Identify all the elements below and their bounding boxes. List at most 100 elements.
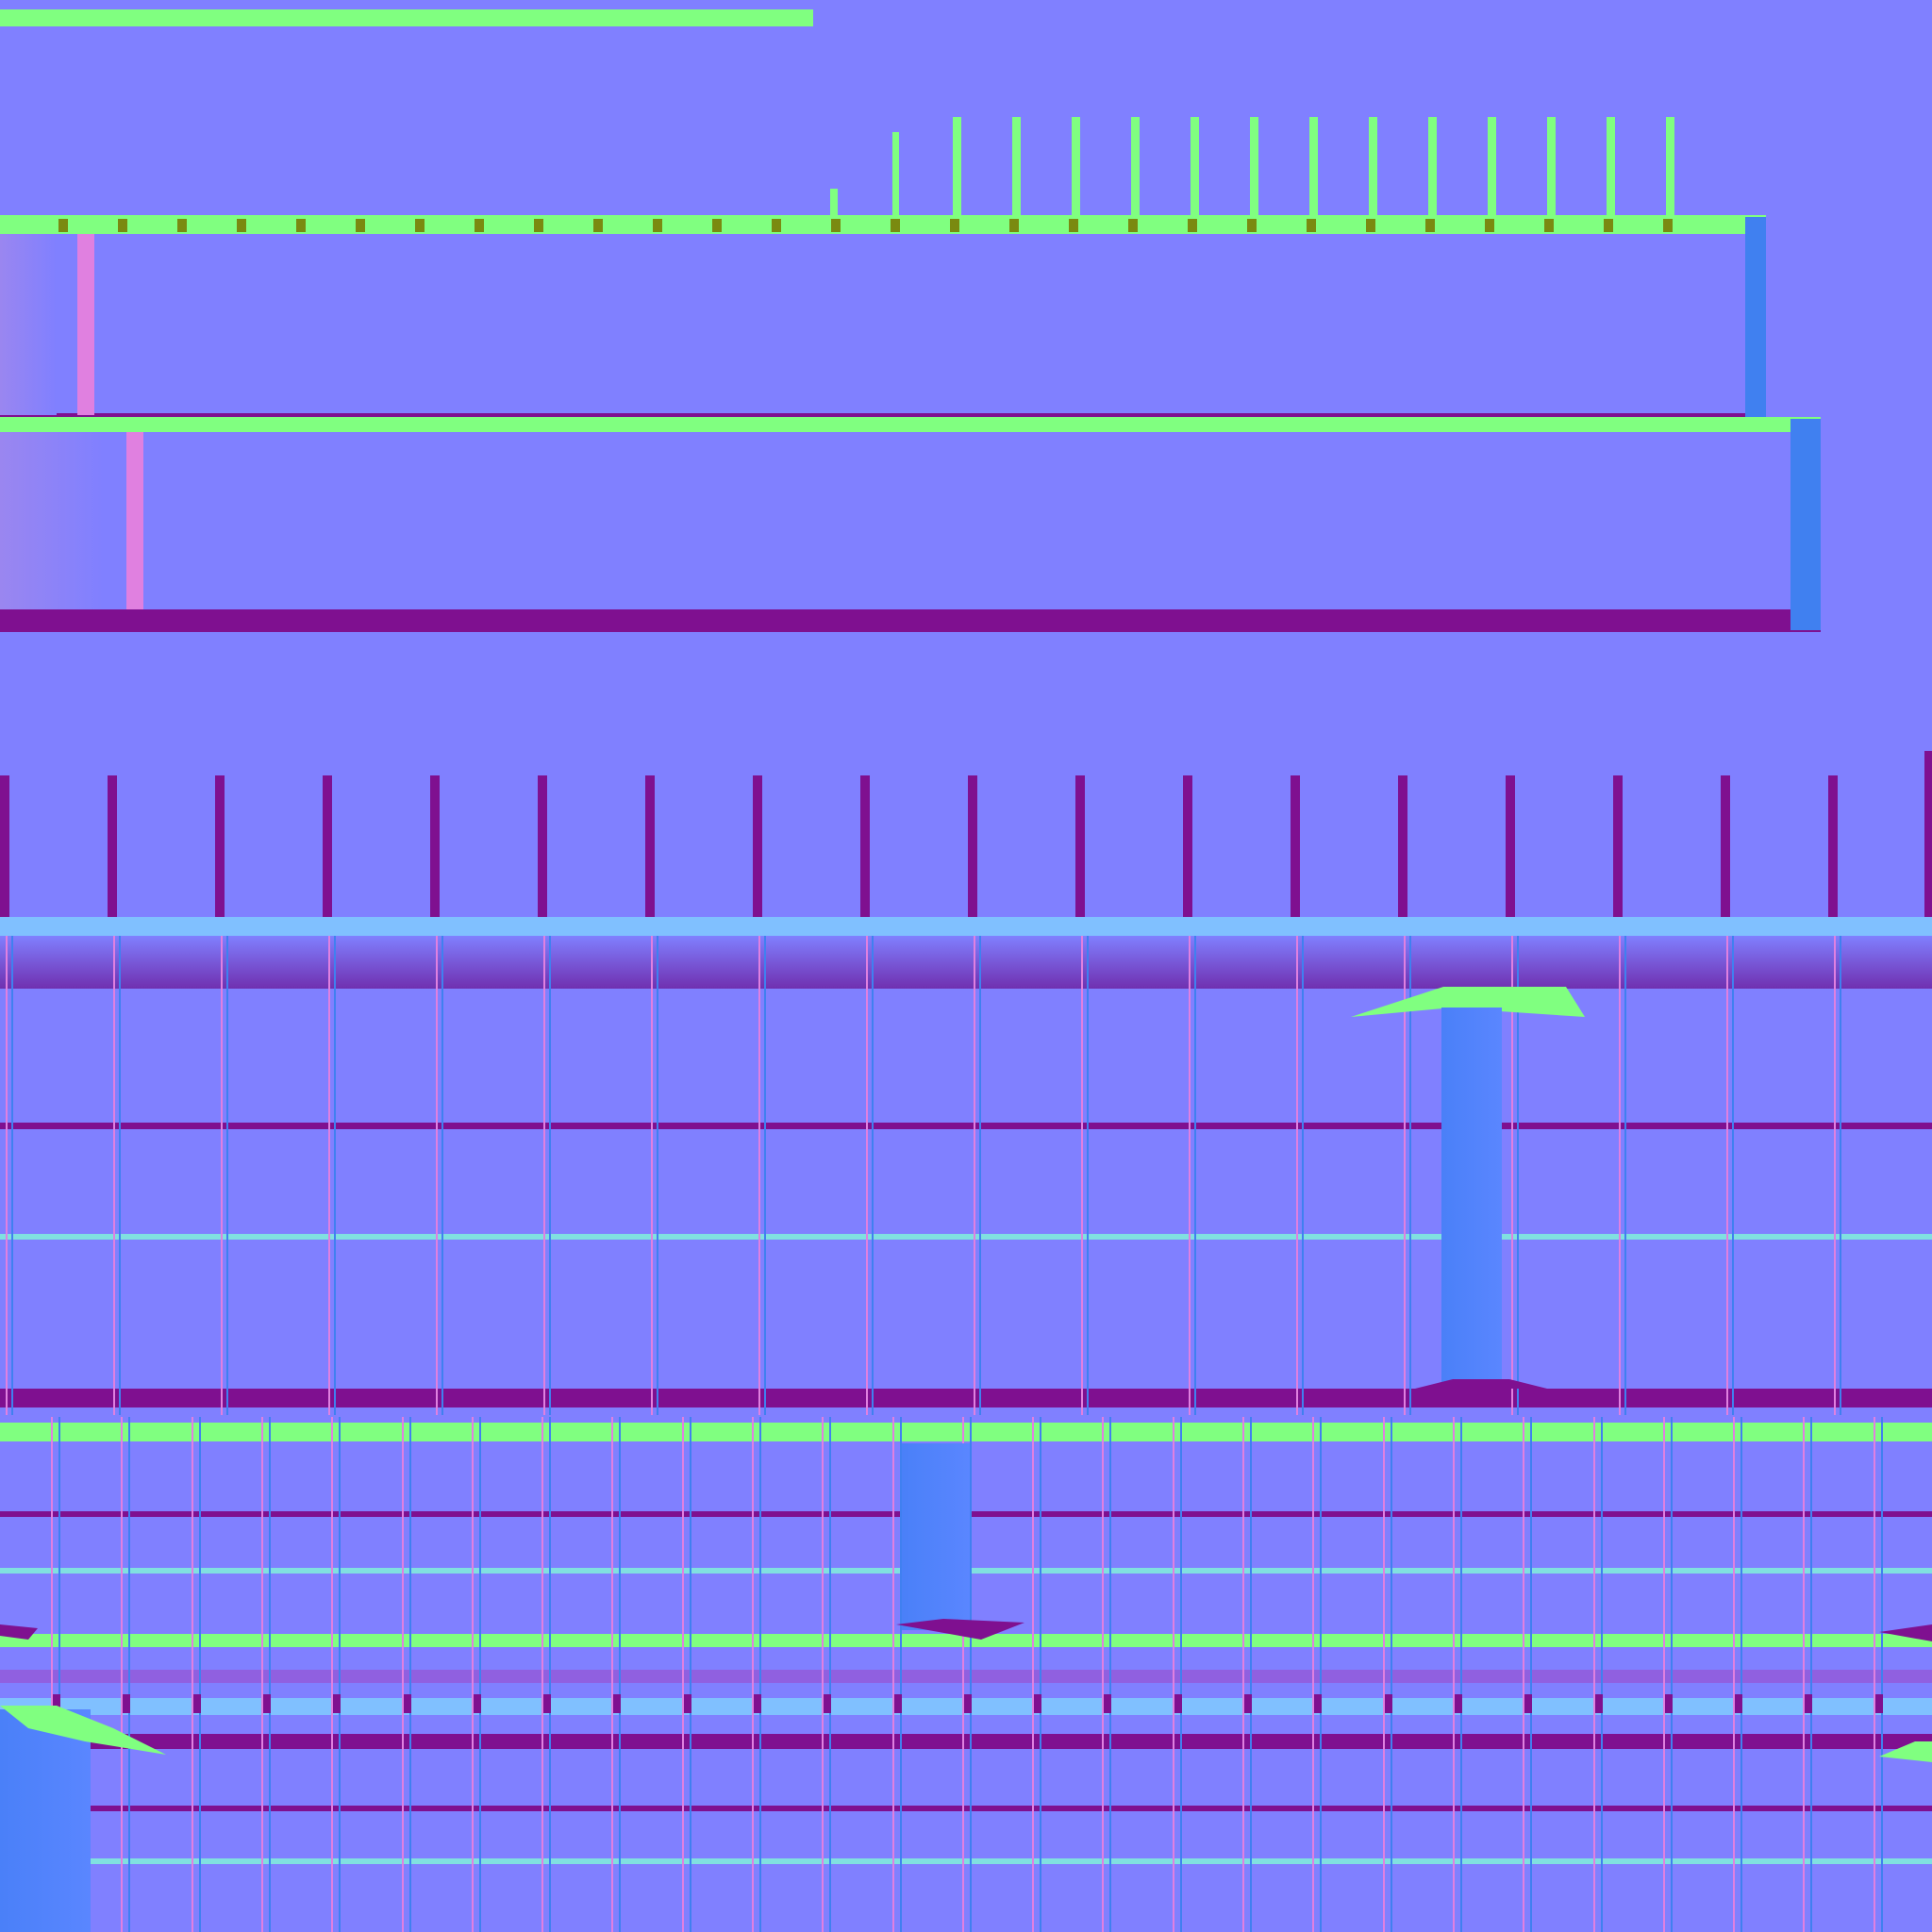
fence-stripe-blue bbox=[58, 1417, 60, 1932]
fence-stripe-blue bbox=[226, 936, 228, 1415]
comb-post bbox=[1721, 775, 1730, 936]
fence-stripe-blue bbox=[1840, 936, 1841, 1415]
picket-spikes bbox=[58, 117, 1674, 232]
fence-stripe-blue bbox=[334, 936, 336, 1415]
fence-stripe-blue bbox=[128, 1417, 130, 1932]
comb-post bbox=[538, 775, 547, 936]
fence-stripe-pink bbox=[121, 1417, 123, 1932]
lower-plank-bottom-edge bbox=[0, 609, 1821, 632]
fence-stripe-pink bbox=[1511, 936, 1513, 1415]
upper-plank-right-edge bbox=[1745, 217, 1766, 417]
fence-stripe-blue bbox=[1530, 1417, 1532, 1932]
fence-notch bbox=[684, 1694, 691, 1713]
fence-notch bbox=[1174, 1694, 1182, 1713]
fence-notch bbox=[1805, 1694, 1812, 1713]
plank-notch bbox=[237, 219, 246, 232]
lower-plank-top-edge bbox=[0, 417, 1821, 432]
picket-spike bbox=[1072, 117, 1080, 221]
fence-stripe-pink bbox=[1189, 936, 1191, 1415]
picket-spike bbox=[1191, 117, 1199, 221]
fence-stripe-pink bbox=[758, 936, 760, 1415]
fence-stripe-blue bbox=[1732, 936, 1734, 1415]
fence-upper-rail-purple bbox=[0, 1123, 1932, 1129]
fence-stripe-pink bbox=[1312, 1417, 1314, 1932]
fence-notch bbox=[1875, 1694, 1883, 1713]
fence-notch bbox=[1034, 1694, 1041, 1713]
fence-stripe-blue bbox=[657, 936, 658, 1415]
lower-plank-face bbox=[0, 432, 1792, 609]
fence-stripe-pink bbox=[6, 936, 8, 1415]
fence-stripe-pink bbox=[1874, 1417, 1875, 1932]
plank-notch bbox=[1366, 219, 1375, 232]
comb-post bbox=[430, 775, 440, 936]
picket-spike bbox=[1666, 117, 1674, 221]
fence-stripe-pink bbox=[611, 1417, 613, 1932]
fence-stripe-pink bbox=[331, 1417, 333, 1932]
comb-post bbox=[753, 775, 762, 936]
fence-notch bbox=[474, 1694, 481, 1713]
comb-post bbox=[1075, 775, 1085, 936]
fence-lower-green-band bbox=[0, 1634, 1932, 1647]
plank-notch bbox=[177, 219, 187, 232]
fence-stripe-pink bbox=[1296, 936, 1298, 1415]
plank-notch bbox=[475, 219, 484, 232]
fence-stripe-blue bbox=[479, 1417, 481, 1932]
fence-stripe-pink bbox=[436, 936, 438, 1415]
fence-stripe-pink bbox=[974, 936, 975, 1415]
fence-notch bbox=[1104, 1694, 1111, 1713]
fence-stripe-pink bbox=[752, 1417, 754, 1932]
fence-upper-rail-cyan bbox=[0, 1234, 1932, 1240]
comb-band-upper bbox=[0, 917, 1932, 936]
plank-notch bbox=[1069, 219, 1078, 232]
fence-notch bbox=[1665, 1694, 1673, 1713]
lower-plank-left-seam bbox=[126, 432, 143, 609]
top-rail bbox=[0, 9, 813, 26]
fence-notch bbox=[754, 1694, 761, 1713]
fence-stripe-pink bbox=[1404, 936, 1406, 1415]
comb-post bbox=[1398, 775, 1407, 936]
edge-post-foot-left bbox=[0, 1624, 38, 1640]
post-comb bbox=[0, 751, 1932, 936]
fence-stripe-blue bbox=[872, 936, 874, 1415]
fence-notch bbox=[894, 1694, 902, 1713]
plank-notch bbox=[593, 219, 603, 232]
upper-plank-left-seam bbox=[77, 234, 94, 415]
fence-stripe-pink bbox=[1453, 1417, 1455, 1932]
comb-post bbox=[1828, 775, 1838, 936]
fence-stripe-blue bbox=[1302, 936, 1304, 1415]
comb-post bbox=[860, 775, 870, 936]
fence-stripe-blue bbox=[1087, 936, 1089, 1415]
fence-stripe-pink bbox=[1663, 1417, 1665, 1932]
post-foot bbox=[1415, 1379, 1547, 1389]
picket-spike bbox=[830, 189, 838, 221]
lower-plank-right-edge bbox=[1790, 419, 1821, 630]
fence-stripe-blue bbox=[199, 1417, 201, 1932]
picket-spike bbox=[1309, 117, 1318, 221]
fence-stripe-blue bbox=[1460, 1417, 1462, 1932]
fence-upper-panel bbox=[0, 936, 1932, 1415]
fence-notch bbox=[53, 1694, 60, 1713]
picket-spike bbox=[1131, 117, 1140, 221]
fence-bottom-rail-cyan bbox=[0, 1858, 1932, 1864]
fence-stripe-pink bbox=[682, 1417, 684, 1932]
fence-stripe-pink bbox=[1619, 936, 1621, 1415]
comb-post bbox=[1924, 751, 1932, 936]
plank-notch bbox=[1604, 219, 1613, 232]
fence-lower-top-edge bbox=[0, 1423, 1932, 1441]
fence-stripe-pink bbox=[1173, 1417, 1174, 1932]
fence-notch bbox=[1314, 1694, 1322, 1713]
left-post-cap bbox=[0, 1706, 166, 1755]
comb-post bbox=[1506, 775, 1515, 936]
plank-notch bbox=[356, 219, 365, 232]
fence-stripe-blue bbox=[1601, 1417, 1603, 1932]
fence-stripe-blue bbox=[1180, 1417, 1182, 1932]
fence-stripe-pink bbox=[866, 936, 868, 1415]
plank-notch bbox=[891, 219, 900, 232]
fence-notch bbox=[1735, 1694, 1742, 1713]
fence-notch bbox=[404, 1694, 411, 1713]
upper-plank-left-block bbox=[0, 234, 57, 415]
fence-stripe-blue bbox=[11, 936, 13, 1415]
comb-post bbox=[108, 775, 117, 936]
fence-notch bbox=[333, 1694, 341, 1713]
fence-stripe-blue bbox=[764, 936, 766, 1415]
